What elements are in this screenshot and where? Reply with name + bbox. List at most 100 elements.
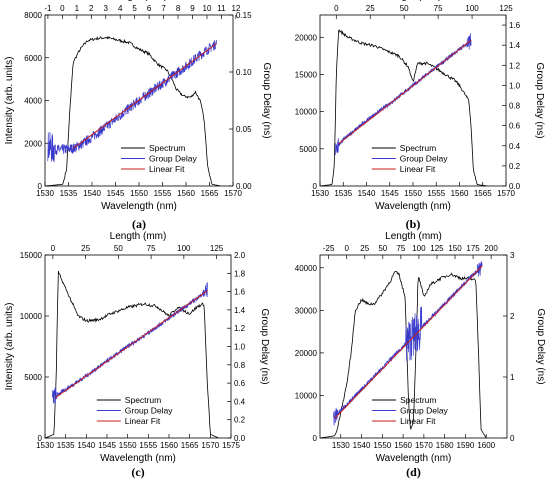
panel-caption: (d) bbox=[406, 465, 421, 479]
y2-tick-label: 0.10 bbox=[236, 68, 252, 77]
plot-area bbox=[320, 29, 488, 186]
y2-tick-label: 1.0 bbox=[234, 343, 246, 352]
x-tick-label: 1565 bbox=[181, 441, 199, 450]
y-tick-label: 2000 bbox=[24, 139, 42, 148]
x-tick-label: 1555 bbox=[427, 189, 445, 198]
top-tick-label: 25 bbox=[360, 244, 369, 253]
group-delay-line bbox=[52, 282, 208, 405]
y2-axis-label: Group Delay (ns) bbox=[534, 62, 545, 138]
legend-label: Spectrum bbox=[149, 143, 185, 153]
top-tick-label: 8 bbox=[176, 4, 181, 13]
top-tick-label: 0 bbox=[60, 4, 65, 13]
x-tick-label: 1530 bbox=[36, 441, 54, 450]
y-tick-label: 40000 bbox=[295, 264, 318, 273]
y2-tick-label: 0.6 bbox=[234, 379, 246, 388]
legend-label: Spectrum bbox=[125, 395, 161, 405]
linear-fit-line bbox=[55, 290, 208, 399]
y2-tick-label: 1 bbox=[510, 373, 515, 382]
x-tick-label: 1550 bbox=[373, 441, 391, 450]
y-tick-label: 6000 bbox=[24, 54, 42, 63]
plot-area bbox=[45, 271, 219, 438]
y2-axis-label: Group Delay (ns) bbox=[261, 62, 272, 138]
y-tick-label: 0 bbox=[38, 434, 43, 443]
group-delay-line bbox=[47, 39, 217, 163]
x-tick-label: 1530 bbox=[36, 189, 54, 198]
y2-axis-label: Group Delay (ns) bbox=[535, 308, 546, 384]
top-tick-label: 25 bbox=[366, 4, 375, 13]
top-tick-label: 100 bbox=[412, 244, 426, 253]
y-tick-label: 0 bbox=[313, 182, 318, 191]
x-tick-label: 1555 bbox=[154, 189, 172, 198]
top-tick-label: 75 bbox=[396, 244, 405, 253]
y2-tick-label: 0 bbox=[510, 434, 515, 443]
y-tick-label: 10000 bbox=[20, 312, 43, 321]
top-axis-label: Length (mm) bbox=[111, 0, 168, 2]
top-tick-label: 7 bbox=[161, 4, 166, 13]
x-axis-label: Wavelength (nm) bbox=[375, 201, 451, 212]
x-tick-label: 1565 bbox=[201, 189, 219, 198]
x-tick-label: 1540 bbox=[83, 189, 101, 198]
x-tick-label: 1555 bbox=[139, 441, 157, 450]
spectrum-line bbox=[45, 35, 222, 186]
linear-fit-line bbox=[338, 39, 472, 145]
y2-tick-label: 0.2 bbox=[509, 162, 521, 171]
y2-tick-label: 0.8 bbox=[509, 102, 521, 111]
legend-label: Linear Fit bbox=[149, 164, 185, 174]
spectrum-line bbox=[45, 271, 219, 438]
top-tick-label: 2 bbox=[89, 4, 94, 13]
top-tick-label: 50 bbox=[378, 244, 387, 253]
y-tick-label: 15000 bbox=[295, 70, 318, 79]
top-tick-label: 125 bbox=[210, 244, 224, 253]
legend-label: Linear Fit bbox=[400, 164, 436, 174]
y-tick-label: 10000 bbox=[295, 391, 318, 400]
y-axis-label: Intensity (arb. units) bbox=[4, 57, 15, 145]
panel-c: 1530 1535 1540 1545 1550 1555 1560 1565 1570 1575… bbox=[4, 231, 270, 479]
x-tick-label: 1550 bbox=[130, 189, 148, 198]
panel-b: 1530 1535 1540 1545 1550 1555 1560 1565 1570 0 25 5… bbox=[295, 0, 545, 231]
top-tick-label: 150 bbox=[448, 244, 462, 253]
linear-fit-line bbox=[72, 43, 217, 149]
plot-area bbox=[45, 35, 222, 186]
x-tick-label: 1560 bbox=[177, 189, 195, 198]
panel-a: 1530 1535 1540 1545 1550 1555 1560 1565 1570-1 0 1… bbox=[4, 0, 272, 231]
top-axis-label: Length (mm) bbox=[385, 0, 442, 2]
x-tick-label: 1560 bbox=[394, 441, 412, 450]
y2-tick-label: 1.2 bbox=[234, 324, 246, 333]
y2-tick-label: 1.6 bbox=[234, 288, 246, 297]
y-tick-label: 0 bbox=[313, 434, 318, 443]
x-tick-label: 1540 bbox=[77, 441, 95, 450]
top-tick-label: -25 bbox=[323, 244, 335, 253]
y2-tick-label: 0.6 bbox=[509, 122, 521, 131]
y2-tick-label: 0.00 bbox=[236, 182, 252, 191]
x-tick-label: 1550 bbox=[119, 441, 137, 450]
top-tick-label: 125 bbox=[499, 4, 513, 13]
y2-tick-label: 0.0 bbox=[234, 434, 246, 443]
y2-tick-label: 2 bbox=[510, 312, 515, 321]
top-tick-label: 0 bbox=[51, 244, 56, 253]
y2-tick-label: 0.2 bbox=[234, 416, 246, 425]
legend-label: Spectrum bbox=[400, 395, 436, 405]
y2-tick-label: 1.6 bbox=[509, 21, 521, 30]
spectrum-line bbox=[320, 270, 487, 438]
y-tick-label: 20000 bbox=[295, 33, 318, 42]
y-tick-label: 15000 bbox=[20, 251, 43, 260]
top-axis-label: Length (mm) bbox=[110, 231, 167, 242]
x-tick-label: 1570 bbox=[224, 189, 242, 198]
x-tick-label: 1535 bbox=[334, 189, 352, 198]
y2-tick-label: 1.4 bbox=[234, 306, 246, 315]
top-tick-label: 0 bbox=[344, 244, 349, 253]
y-tick-label: 20000 bbox=[295, 349, 318, 358]
x-tick-label: 1570 bbox=[497, 189, 515, 198]
y2-tick-label: 0.15 bbox=[236, 11, 252, 20]
x-tick-label: 1570 bbox=[201, 441, 219, 450]
x-tick-label: 1530 bbox=[332, 441, 350, 450]
top-tick-label: -1 bbox=[44, 4, 52, 13]
y2-axis-label: Group Delay (ns) bbox=[259, 308, 270, 384]
x-tick-label: 1600 bbox=[477, 441, 495, 450]
top-tick-label: 6 bbox=[147, 4, 152, 13]
x-tick-label: 1575 bbox=[222, 441, 240, 450]
x-tick-label: 1565 bbox=[474, 189, 492, 198]
top-tick-label: 75 bbox=[434, 4, 443, 13]
